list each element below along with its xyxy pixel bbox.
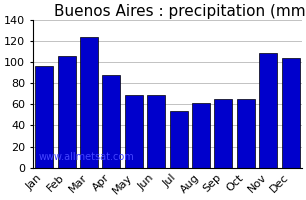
- Bar: [192, 103, 210, 168]
- Bar: [58, 56, 76, 168]
- Bar: [80, 37, 98, 168]
- Bar: [103, 75, 120, 168]
- Bar: [170, 111, 188, 168]
- Bar: [35, 66, 53, 168]
- Text: Buenos Aires : precipitation (mm): Buenos Aires : precipitation (mm): [54, 4, 306, 19]
- Bar: [282, 58, 300, 168]
- Bar: [237, 99, 255, 168]
- Bar: [215, 99, 232, 168]
- Bar: [259, 53, 277, 168]
- Bar: [147, 95, 165, 168]
- Bar: [125, 95, 143, 168]
- Text: www.allmetsat.com: www.allmetsat.com: [38, 152, 134, 162]
